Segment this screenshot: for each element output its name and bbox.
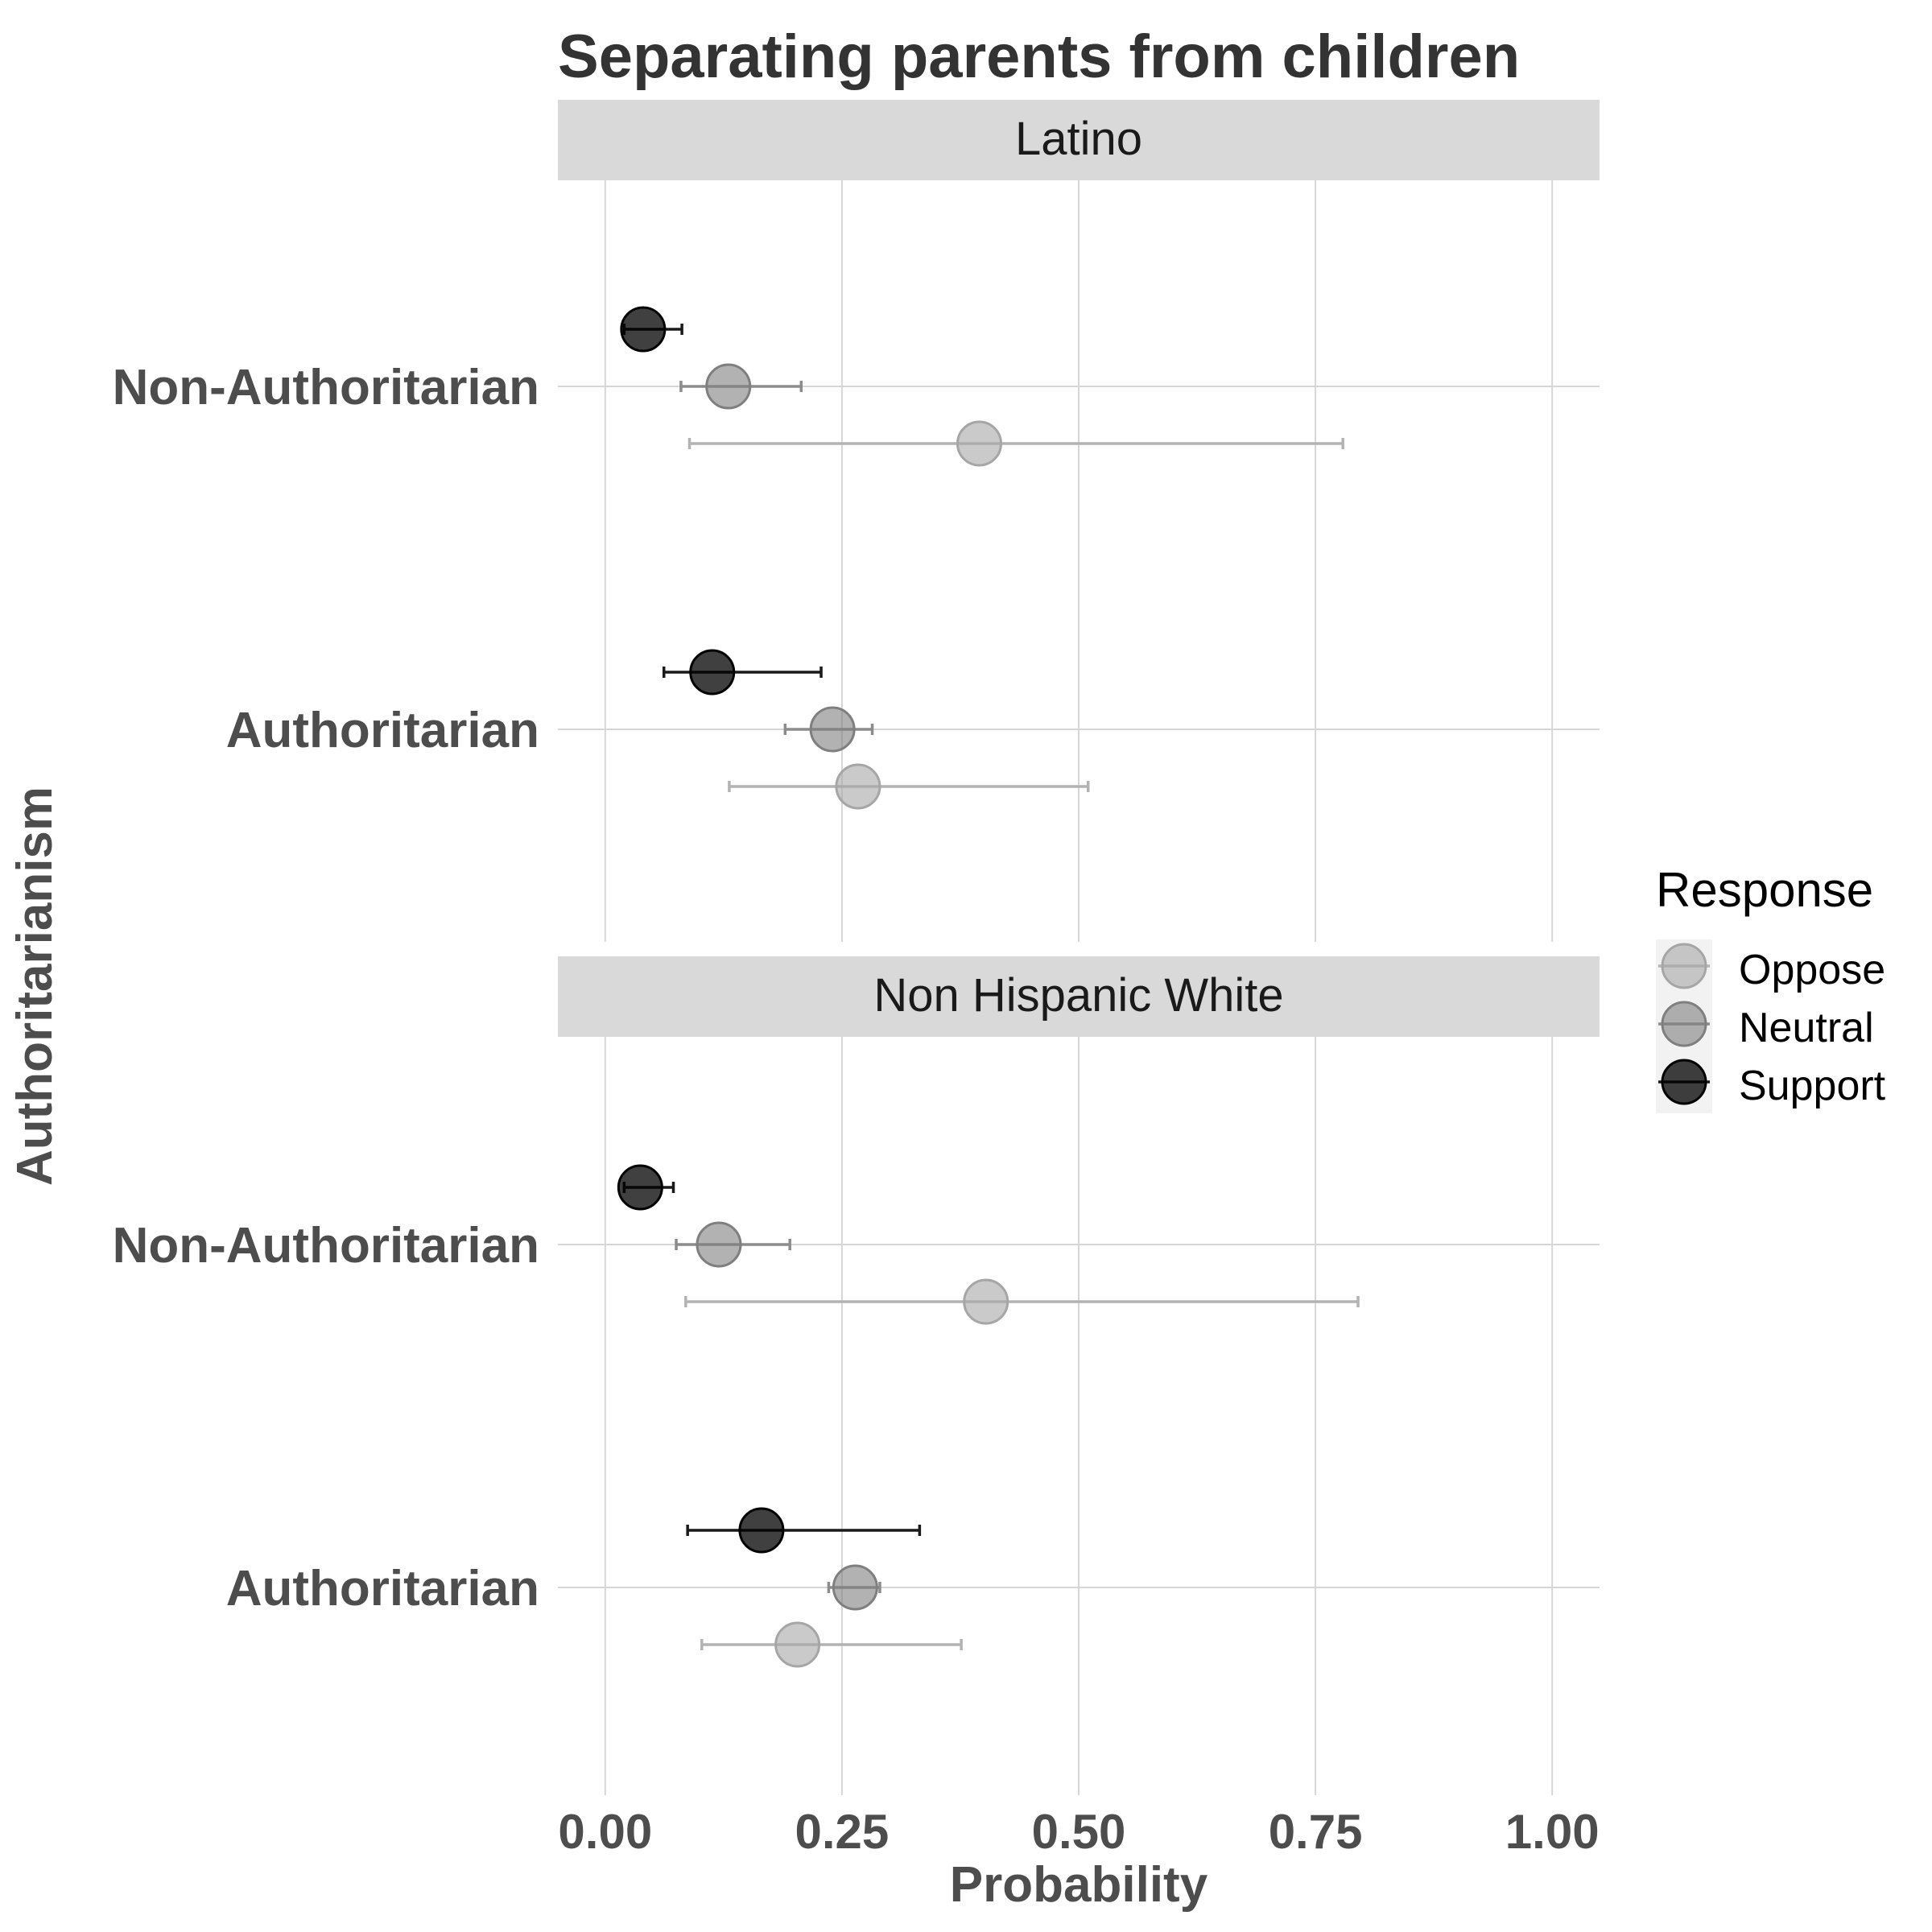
- y-tick-label-authoritarian: Authoritarian: [226, 703, 539, 758]
- x-tick-label: 0.00: [558, 1805, 652, 1859]
- point-support: [620, 306, 667, 353]
- legend-label-oppose: Oppose: [1739, 947, 1885, 993]
- facet-strip-non-hispanic-white: [558, 956, 1600, 1037]
- y-tick-label-authoritarian: Authoritarian: [226, 1561, 539, 1616]
- legend-label-neutral: Neutral: [1739, 1005, 1874, 1051]
- point-oppose: [956, 420, 1002, 467]
- y-tick-labels-non-hispanic-white: Non-Authoritarian Authoritarian: [113, 1218, 539, 1616]
- point-neutral: [705, 363, 752, 410]
- x-tick-labels: 0.00 0.25 0.50 0.75 1.00: [558, 1805, 1599, 1859]
- x-tick-label: 1.00: [1505, 1805, 1600, 1859]
- point-support: [617, 1164, 663, 1211]
- facet-panel-latino: Latino Non-Authoritarian Authoritarian: [113, 100, 1600, 942]
- point-neutral: [809, 706, 856, 753]
- facet-strip-label-non-hispanic-white: Non Hispanic White: [873, 969, 1283, 1022]
- legend-title: Response: [1656, 863, 1873, 917]
- point-oppose: [774, 1621, 821, 1668]
- gridlines-latino: [558, 180, 1600, 942]
- x-axis-title: Probability: [950, 1857, 1208, 1913]
- y-axis-title: Authoritarianism: [7, 786, 63, 1186]
- y-tick-label-non-authoritarian: Non-Authoritarian: [113, 1218, 539, 1274]
- data-marks-non-hispanic-white: [617, 1164, 1360, 1668]
- y-tick-labels-latino: Non-Authoritarian Authoritarian: [113, 360, 539, 758]
- y-tick-label-non-authoritarian: Non-Authoritarian: [113, 360, 539, 415]
- legend-key-point-neutral: [1661, 1001, 1707, 1047]
- facet-panel-non-hispanic-white: Non Hispanic White Non-Authoritarian Aut…: [113, 956, 1600, 1795]
- legend-key-point-oppose: [1661, 943, 1707, 989]
- x-tick-label: 0.50: [1032, 1805, 1126, 1859]
- data-marks-latino: [620, 306, 1344, 810]
- point-support: [738, 1507, 785, 1554]
- facet-strip-label-latino: Latino: [1015, 113, 1142, 165]
- point-neutral: [696, 1221, 742, 1268]
- legend-label-support: Support: [1739, 1063, 1886, 1109]
- gridlines-non-hispanic-white: [558, 1037, 1600, 1795]
- point-support: [689, 649, 736, 696]
- facet-strip-latino: [558, 100, 1600, 180]
- point-oppose: [835, 763, 881, 810]
- point-oppose: [963, 1278, 1009, 1325]
- x-tick-label: 0.75: [1269, 1805, 1363, 1859]
- legend: Response Oppose Neutral Support: [1656, 863, 1886, 1113]
- point-neutral: [832, 1564, 878, 1611]
- legend-key-point-support: [1661, 1059, 1707, 1105]
- legend-keys: [1658, 943, 1710, 1105]
- x-tick-label: 0.25: [795, 1805, 890, 1859]
- chart-title: Separating parents from children: [558, 23, 1520, 91]
